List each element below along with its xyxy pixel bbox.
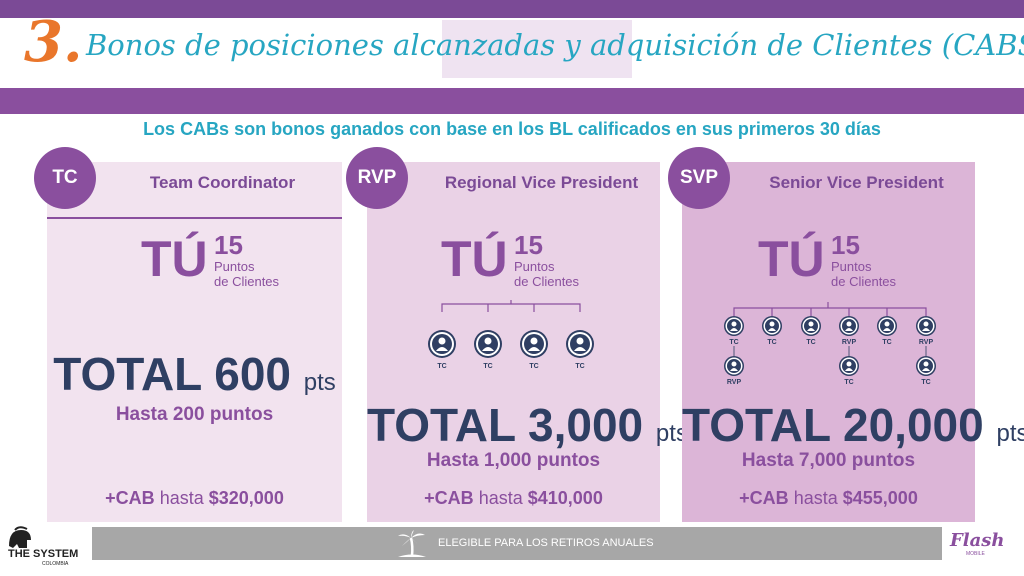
points-label: Puntos <box>214 259 255 274</box>
cab-prefix: +CAB <box>739 488 789 508</box>
tu-label: TÚ <box>141 231 208 287</box>
helmet-logo-icon <box>9 526 31 548</box>
points-number: 15 <box>214 230 243 260</box>
logo-the-system: THE SYSTEM <box>8 548 79 560</box>
node-label: TC <box>767 339 776 346</box>
badge-tc: TC <box>34 147 96 209</box>
person-icon <box>877 316 897 336</box>
hasta-points: Hasta 1,000 puntos <box>426 450 601 471</box>
purple-band <box>0 88 1024 114</box>
person-icon <box>428 330 456 358</box>
cab-prefix: +CAB <box>105 488 155 508</box>
cab-amount: $410,000 <box>527 488 603 508</box>
cab-mid: hasta <box>159 488 204 508</box>
card-rvp: Regional Vice President TÚ 15 Puntos de … <box>367 162 688 522</box>
points-label-2: de Clientes <box>831 274 897 289</box>
person-icon <box>762 316 782 336</box>
points-label-2: de Clientes <box>514 274 580 289</box>
hasta-points: Hasta 200 puntos <box>115 404 274 425</box>
node-label: TC <box>437 363 446 370</box>
team-tree: TC TC TC RVP TC RVP RVP TC TC <box>724 302 936 386</box>
card-title: Senior Vice President <box>744 172 969 193</box>
card-svp: Senior Vice President TÚ 15 Puntos de Cl… <box>682 162 1024 522</box>
person-icon <box>801 316 821 336</box>
person-icon <box>566 330 594 358</box>
node-label: TC <box>529 363 538 370</box>
team-tree: TC TC TC TC <box>428 300 594 370</box>
person-icon <box>724 316 744 336</box>
cab-prefix: +CAB <box>424 488 474 508</box>
cab-bonus: +CAB hasta $320,000 <box>47 488 342 509</box>
tu-label: TÚ <box>758 231 825 287</box>
logo-flash: Flash <box>950 530 1005 551</box>
retiros-bar <box>92 527 942 560</box>
top-band <box>0 0 1024 18</box>
card-divider <box>47 217 342 219</box>
card-title-text: Team Coordinator <box>149 173 296 192</box>
cab-mid: hasta <box>793 488 838 508</box>
node-label: RVP <box>842 339 857 346</box>
points-label: Puntos <box>514 259 555 274</box>
title-number: 3. <box>24 9 83 75</box>
person-icon <box>839 356 859 376</box>
retiros-text: ELEGIBLE PARA LOS RETIROS ANUALES <box>438 537 654 549</box>
cab-bonus: +CAB hasta $410,000 <box>367 488 660 509</box>
title-highlight <box>442 20 632 78</box>
badge-rvp: RVP <box>346 147 408 209</box>
points-label: Puntos <box>831 259 872 274</box>
total-points: TOTAL 20,000 pts <box>682 399 1024 451</box>
logo-flash-sub: MOBILE <box>966 551 985 557</box>
card-title-text: Senior Vice President <box>769 173 944 192</box>
card-title: Regional Vice President <box>429 172 654 193</box>
person-icon <box>474 330 502 358</box>
total-value: 3,000 <box>528 399 644 451</box>
cab-bonus: +CAB hasta $455,000 <box>682 488 975 509</box>
cab-mid: hasta <box>478 488 523 508</box>
node-label: TC <box>575 363 584 370</box>
logo-the-system-sub: COLOMBIA <box>42 561 69 567</box>
person-icon <box>839 316 859 336</box>
node-label: TC <box>806 339 815 346</box>
points-label-2: de Clientes <box>214 274 280 289</box>
node-label: TC <box>483 363 492 370</box>
total-value: 600 <box>214 348 291 400</box>
card-title: Team Coordinator <box>109 172 336 193</box>
total-label: TOTAL <box>367 399 516 451</box>
person-icon <box>520 330 548 358</box>
card-tc: Team Coordinator TÚ 15 Puntos de Cliente… <box>47 162 342 522</box>
total-points: TOTAL 600 pts <box>47 351 342 397</box>
badge-svp: SVP <box>668 147 730 209</box>
total-label: TOTAL <box>682 399 831 451</box>
palm-tree-icon <box>398 530 426 557</box>
subtitle: Los CABs son bonos ganados con base en l… <box>143 119 881 139</box>
total-points: TOTAL 3,000 pts <box>367 399 688 451</box>
total-label: TOTAL <box>53 348 202 400</box>
page-title: Bonos de posiciones alcanzadas y adquisi… <box>86 28 1024 62</box>
hasta-points: Hasta 7,000 puntos <box>741 450 916 471</box>
card-title-text: Regional Vice President <box>444 173 639 192</box>
total-unit: pts <box>996 420 1024 447</box>
points-number: 15 <box>514 230 543 260</box>
node-label: TC <box>729 339 738 346</box>
node-label: RVP <box>727 379 742 386</box>
points-number: 15 <box>831 230 860 260</box>
node-label: RVP <box>919 339 934 346</box>
total-unit: pts <box>303 369 336 396</box>
total-value: 20,000 <box>843 399 984 451</box>
tu-label: TÚ <box>441 231 508 287</box>
cab-amount: $320,000 <box>208 488 284 508</box>
person-icon <box>916 316 936 336</box>
person-icon <box>724 356 744 376</box>
node-label: TC <box>844 379 853 386</box>
node-label: TC <box>882 339 891 346</box>
person-icon <box>916 356 936 376</box>
node-label: TC <box>921 379 930 386</box>
cab-amount: $455,000 <box>842 488 918 508</box>
